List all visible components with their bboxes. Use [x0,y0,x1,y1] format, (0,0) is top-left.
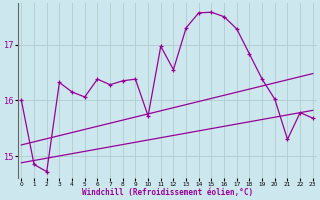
X-axis label: Windchill (Refroidissement éolien,°C): Windchill (Refroidissement éolien,°C) [82,188,253,197]
